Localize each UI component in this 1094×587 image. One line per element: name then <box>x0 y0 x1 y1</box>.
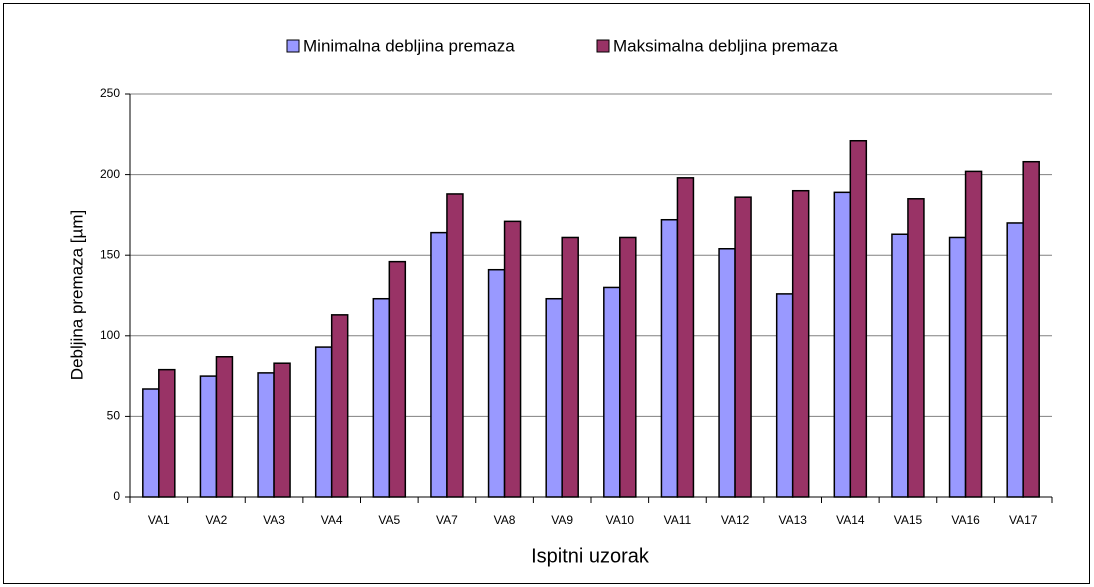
legend-swatch <box>596 39 610 53</box>
bar <box>775 293 794 498</box>
x-tick-label: VA2 <box>206 513 228 527</box>
x-tick-label: VA3 <box>263 513 285 527</box>
y-tick-label: 250 <box>100 86 120 100</box>
x-tick-label: VA5 <box>378 513 400 527</box>
x-tick-label: VA1 <box>148 513 170 527</box>
legend-swatch <box>286 39 300 53</box>
legend-label: Minimalna debljina premaza <box>303 36 515 55</box>
y-tick-label: 150 <box>100 247 120 261</box>
y-axis-label: Debljina premaza [µm] <box>67 210 86 380</box>
bar <box>330 314 349 498</box>
bar <box>907 198 925 498</box>
bar <box>215 356 234 498</box>
bar <box>503 220 522 498</box>
legend-label: Maksimalna debljina premaza <box>613 36 838 55</box>
bar <box>619 236 637 498</box>
x-tick-label: VA10 <box>606 513 635 527</box>
x-tick-label: VA12 <box>721 513 750 527</box>
bar <box>158 368 176 498</box>
bar <box>791 189 810 498</box>
bar <box>430 231 448 498</box>
x-tick-label: VA9 <box>551 513 573 527</box>
bar <box>676 177 695 498</box>
bar <box>964 170 983 498</box>
bar <box>948 236 967 498</box>
x-tick-label: VA7 <box>436 513 458 527</box>
bar <box>273 362 291 498</box>
y-tick-label: 50 <box>107 409 121 423</box>
bar <box>199 375 218 498</box>
x-tick-label: VA11 <box>664 513 692 527</box>
bar <box>446 193 464 498</box>
bar <box>545 297 563 498</box>
bar <box>388 260 407 498</box>
x-tick-label: VA14 <box>836 513 865 527</box>
bar <box>849 139 868 498</box>
bar <box>891 233 909 498</box>
bar <box>734 196 752 498</box>
bar <box>660 218 679 498</box>
bar <box>487 268 506 498</box>
x-axis-label: Ispitni uzorak <box>531 545 650 567</box>
y-tick-label: 200 <box>100 167 120 181</box>
bar <box>603 286 621 498</box>
x-tick-label: VA4 <box>321 513 343 527</box>
bar <box>1006 222 1024 498</box>
x-tick-label: VA13 <box>778 513 807 527</box>
y-tick-label: 100 <box>100 328 120 342</box>
bar <box>142 388 160 498</box>
bar <box>257 372 275 498</box>
bar <box>372 297 391 498</box>
x-tick-label: VA17 <box>1009 513 1038 527</box>
x-tick-label: VA8 <box>494 513 516 527</box>
y-tick-label: 0 <box>113 489 120 503</box>
bar <box>1022 160 1040 498</box>
bar <box>314 346 333 498</box>
x-tick-label: VA15 <box>894 513 923 527</box>
bar <box>833 191 852 498</box>
x-tick-label: VA16 <box>951 513 980 527</box>
bar <box>718 248 736 498</box>
bar <box>561 236 579 498</box>
